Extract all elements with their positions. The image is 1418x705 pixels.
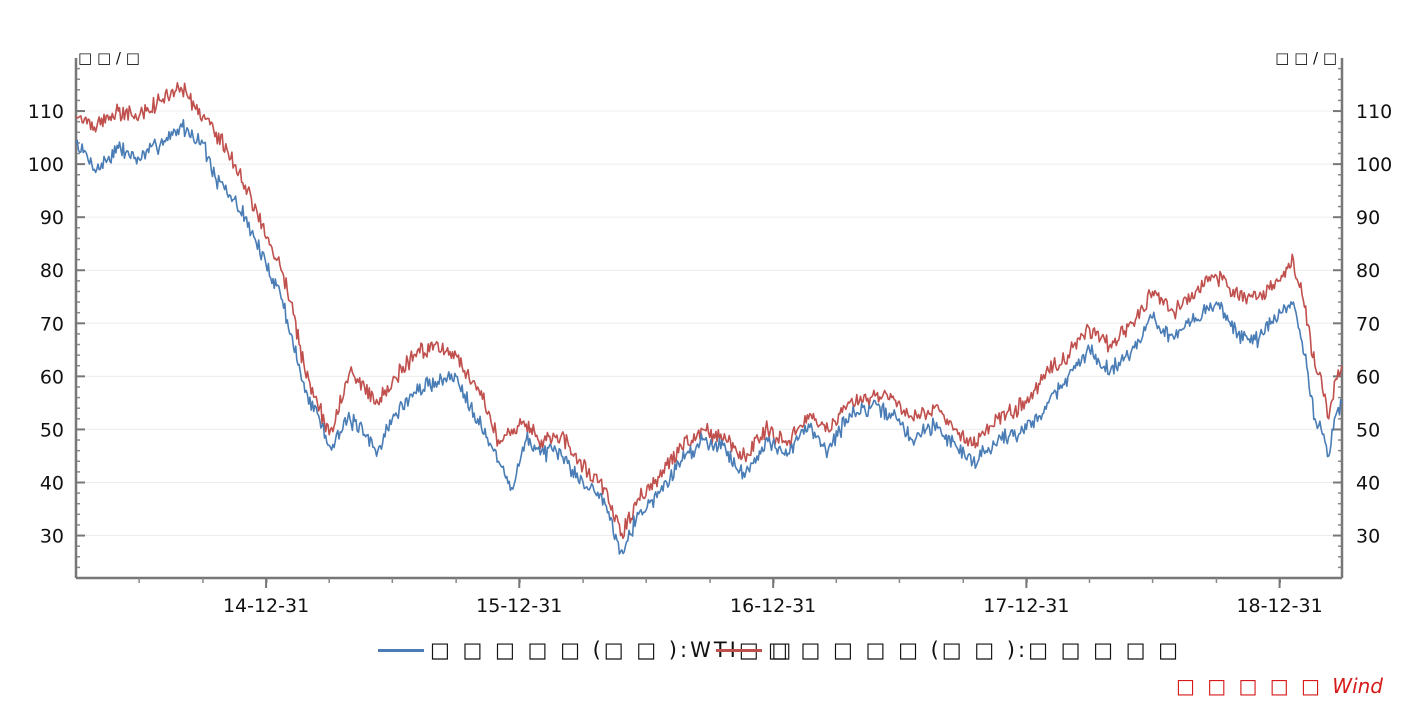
legend: □ □ □ □ □ (□ □ ):WTI□ □ □ □ □ □ □ (□ □ )… [0,632,1418,668]
y-tick-label-left: 70 [40,313,64,335]
series-layer [75,82,1343,555]
legend-swatch-brent [716,648,762,652]
gridlines [76,110,1342,537]
x-tick-label: 15-12-31 [476,595,562,617]
left-unit-label: □ □ / □ [78,49,140,67]
y-tick-label-right: 60 [1356,366,1380,388]
y-tick-label-right: 80 [1356,260,1380,282]
y-tick-label-right: 50 [1356,419,1380,441]
y-tick-label-left: 90 [40,207,64,229]
x-tick-label: 18-12-31 [1236,595,1322,617]
x-tick-label: 17-12-31 [983,595,1069,617]
y-tick-label-left: 40 [40,472,64,494]
right-unit-label: □ □ / □ [1275,49,1337,67]
legend-item-brent: □ □ □ □ □ (□ □ ):□ □ □ □ □ [716,632,1181,668]
series-line-wti [75,119,1343,555]
y-tick-label-right: 30 [1356,526,1380,548]
y-tick-label-left: 110 [28,101,64,123]
line-chart: 30 30 40 40 50 50 60 60 70 70 80 80 90 90 100 100 110 110… [28,49,1393,617]
y-tick-label-right: 90 [1356,207,1380,229]
y-tick-label-right: 110 [1356,101,1392,123]
y-tick-label-right: 100 [1356,154,1392,176]
y-tick-label-left: 60 [40,366,64,388]
data-source-brand: Wind [1332,674,1383,698]
y-tick-label-right: 40 [1356,472,1380,494]
legend-swatch-wti [378,648,424,652]
x-tick-label: 16-12-31 [730,595,816,617]
legend-label-brent: □ □ □ □ □ (□ □ ):□ □ □ □ □ [768,638,1181,662]
data-source: □ □ □ □ □ Wind [1176,674,1383,698]
x-tick-label: 14-12-31 [223,595,309,617]
y-tick-label-left: 50 [40,419,64,441]
y-tick-label-left: 80 [40,260,64,282]
y-tick-label-left: 30 [40,526,64,548]
series-line-brent [75,82,1343,540]
axes: 30 30 40 40 50 50 60 60 70 70 80 80 90 90 100 100 110 110… [28,58,1392,617]
y-tick-label-left: 100 [28,154,64,176]
y-tick-label-right: 70 [1356,313,1380,335]
data-source-prefix: □ □ □ □ □ [1176,674,1323,698]
